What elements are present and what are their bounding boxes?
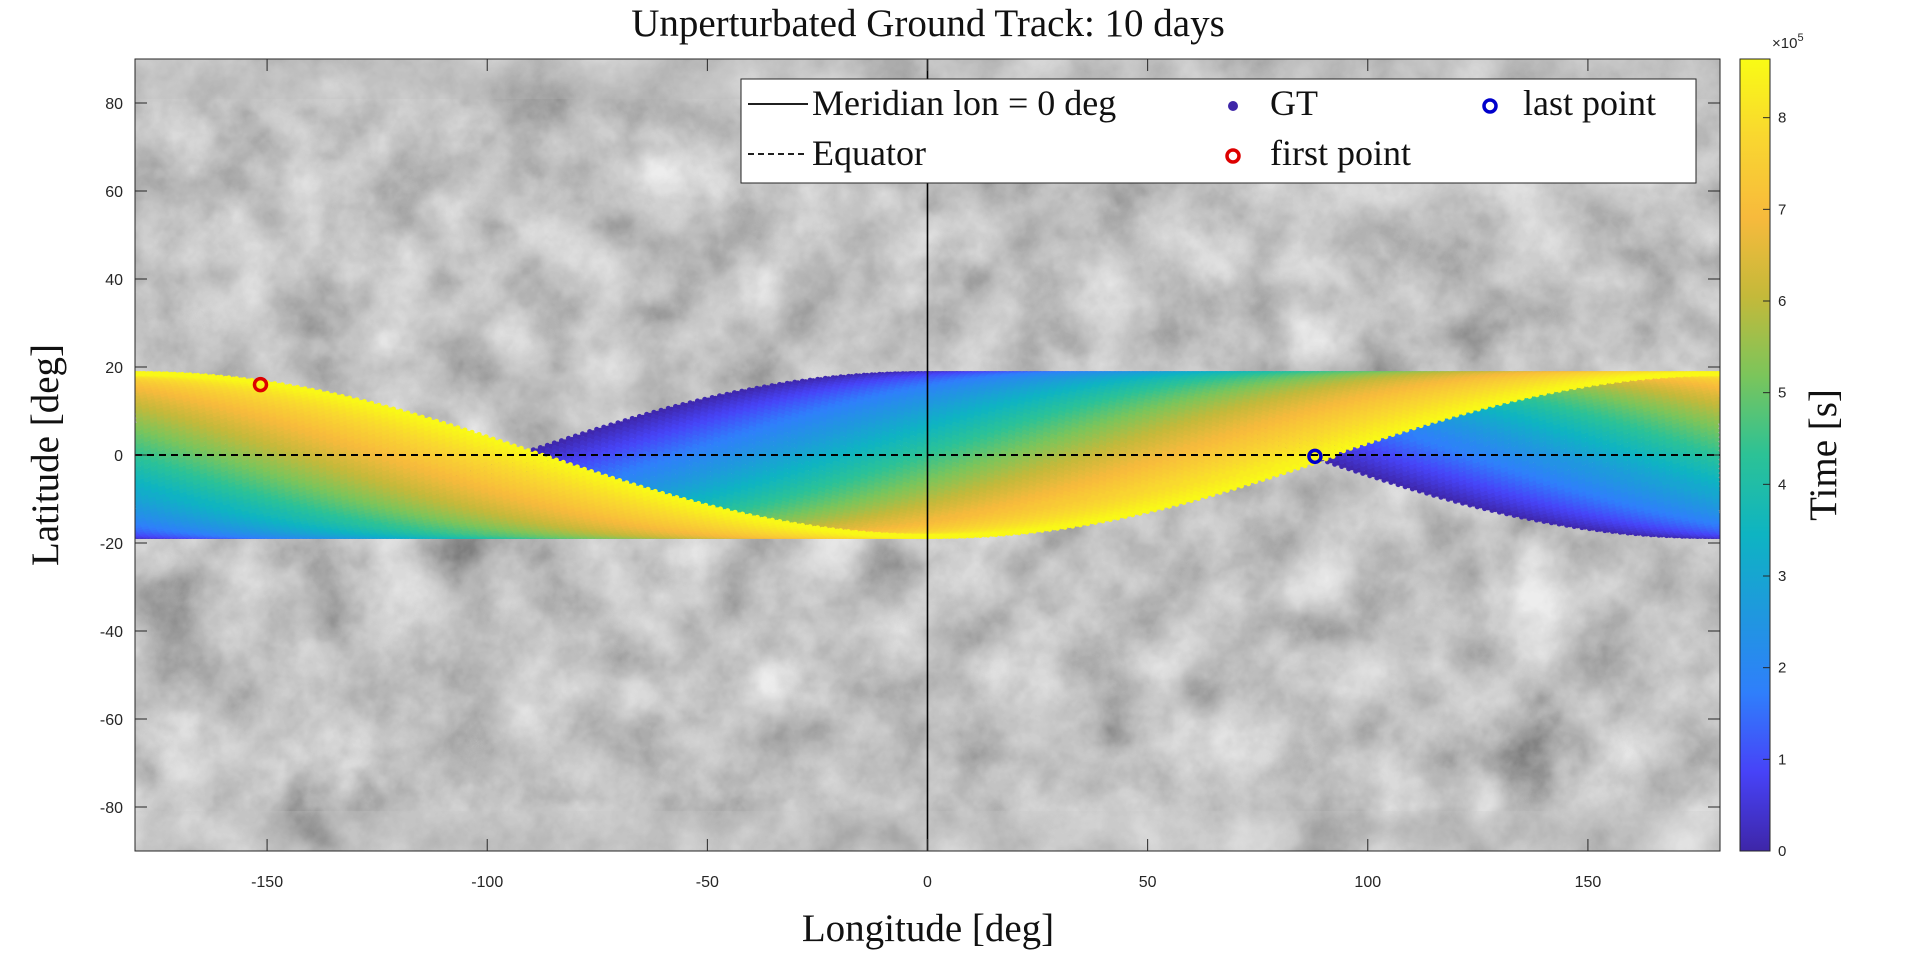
colorbar-tick-label: 8 (1778, 110, 1786, 127)
colorbar-tick-label: 2 (1778, 660, 1786, 677)
colorbar-exponent: ×105 (1772, 32, 1804, 52)
colorbar-bar (1740, 59, 1770, 851)
legend-last-point-label: last point (1523, 83, 1656, 123)
colorbar-tick-label: 5 (1778, 385, 1786, 402)
x-tick-label: -50 (696, 874, 719, 891)
legend-gt-swatch (1228, 101, 1238, 111)
x-tick-label: 50 (1139, 874, 1157, 891)
y-tick-label: 40 (105, 272, 123, 289)
legend-first-point-label: first point (1270, 133, 1411, 173)
colorbar-tick-label: 0 (1778, 843, 1786, 860)
legend-equator-label: Equator (812, 133, 926, 173)
y-axis-label: Latitude [deg] (24, 344, 67, 566)
y-tick-label: -60 (100, 712, 123, 729)
x-tick-label: 0 (923, 874, 932, 891)
legend-meridian-label: Meridian lon = 0 deg (812, 83, 1116, 123)
y-tick-label: 20 (105, 360, 123, 377)
ground-track-segment (1330, 454, 1335, 459)
x-tick-label: -100 (471, 874, 503, 891)
legend-gt-label: GT (1270, 83, 1318, 123)
y-tick-label: 60 (105, 184, 123, 201)
colorbar-exponent-base: ×10 (1772, 35, 1797, 52)
x-tick-label: 150 (1575, 874, 1602, 891)
y-tick-label: -80 (100, 800, 123, 817)
colorbar-tick-label: 7 (1778, 201, 1786, 218)
y-tick-label: 0 (114, 448, 123, 465)
colorbar-tick-label: 1 (1778, 751, 1786, 768)
colorbar-tick-label: 3 (1778, 568, 1786, 585)
legend: Meridian lon = 0 deg GT last point Equat… (741, 79, 1696, 183)
colorbar-label: Time [s] (1802, 389, 1845, 521)
x-axis-label: Longitude [deg] (802, 907, 1054, 950)
y-tick-label: -40 (100, 624, 123, 641)
y-tick-label: -20 (100, 536, 123, 553)
colorbar-tick-label: 6 (1778, 293, 1786, 310)
colorbar-exponent-power: 5 (1797, 32, 1803, 44)
colorbar-tick-label: 4 (1778, 476, 1786, 493)
x-tick-label: 100 (1354, 874, 1381, 891)
y-tick-label: 80 (105, 96, 123, 113)
chart-title: Unperturbated Ground Track: 10 days (631, 2, 1225, 45)
x-tick-label: -150 (251, 874, 283, 891)
